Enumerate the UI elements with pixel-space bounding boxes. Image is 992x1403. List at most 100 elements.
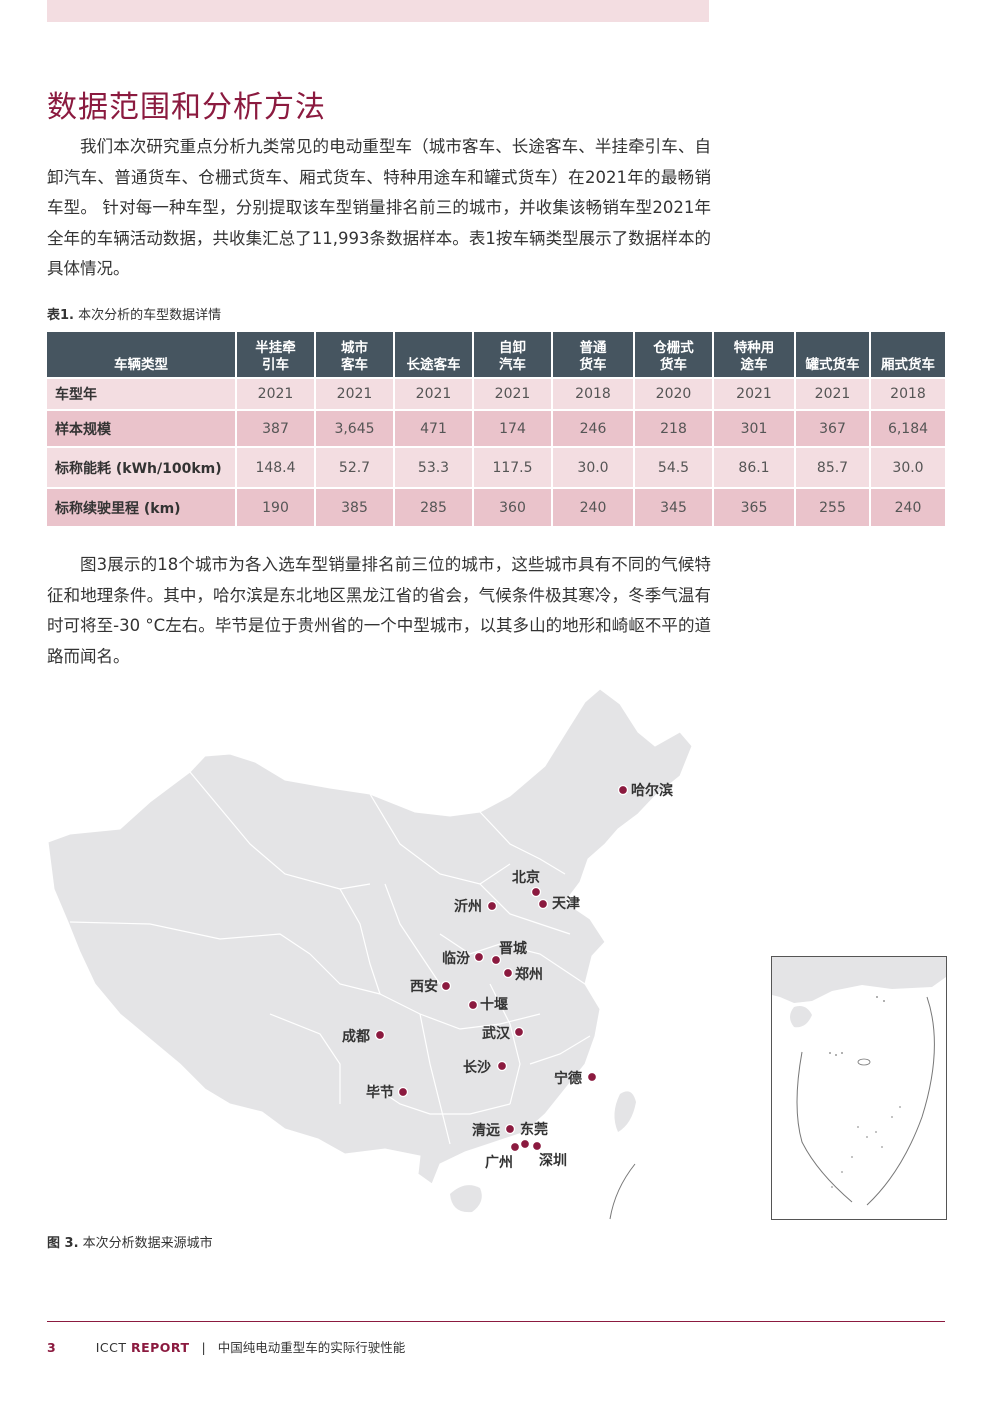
table-cell: 117.5 (472, 446, 552, 488)
svg-text:天津: 天津 (552, 895, 580, 912)
table-cell: 30.0 (551, 446, 634, 488)
table-row: 标称续驶里程 (km) 190 385 285 360 240 345 365 … (47, 487, 945, 526)
inset-shoal (857, 1058, 871, 1066)
footer-divider (47, 1321, 945, 1322)
table-cell: 360 (472, 487, 552, 526)
page-footer: 3 ICCT REPORT | 中国纯电动重型车的实际行驶性能 (47, 1337, 405, 1356)
intro-paragraph: 我们本次研究重点分析九类常见的电动重型车（城市客车、长途客车、半挂牵引车、自卸汽… (47, 137, 711, 278)
header-stake-truck: 仓栅式 货车 (633, 332, 713, 378)
top-decorative-band (47, 0, 709, 22)
table-cell: 2018 (869, 377, 945, 410)
inset-island (790, 1006, 812, 1028)
table-cell: 2020 (633, 377, 713, 410)
table-cell: 365 (712, 487, 795, 526)
table-cell: 385 (314, 487, 394, 526)
table-cell: 285 (393, 487, 473, 526)
table-cell: 255 (794, 487, 870, 526)
svg-text:临汾: 临汾 (442, 950, 470, 967)
footer-separator: | (201, 1340, 206, 1355)
inset-islets (829, 996, 901, 1188)
table-cell: 148.4 (235, 446, 315, 488)
section-heading: 数据范围和分析方法 (47, 90, 326, 125)
header-special-vehicle: 特种用 途车 (712, 332, 795, 378)
svg-text:宁德: 宁德 (554, 1070, 582, 1087)
city-marker-shiyan: 十堰 (467, 996, 508, 1013)
city-marker-shenzhen: 深圳 (531, 1140, 567, 1169)
svg-text:毕节: 毕节 (366, 1084, 394, 1101)
svg-text:东莞: 东莞 (520, 1121, 548, 1138)
header-city-bus: 城市 客车 (314, 332, 394, 378)
table-cell: 54.5 (633, 446, 713, 488)
table-cell: 246 (551, 409, 634, 447)
table-cell: 345 (633, 487, 713, 526)
city-marker-harbin: 哈尔滨 (617, 782, 673, 799)
svg-text:沂州: 沂州 (454, 898, 482, 915)
china-landmass (47, 688, 693, 1185)
row-label: 车型年 (47, 377, 236, 410)
header-semi-tractor: 半挂牵 引车 (235, 332, 315, 378)
header-coach: 长途客车 (393, 332, 473, 378)
svg-text:清远: 清远 (472, 1122, 500, 1139)
table-caption-label: 表1. (47, 308, 74, 323)
svg-text:晋城: 晋城 (499, 940, 527, 957)
table-cell: 471 (393, 409, 473, 447)
taiwan-island (614, 1091, 636, 1132)
table-cell: 174 (472, 409, 552, 447)
figure-caption: 图 3. 本次分析数据来源城市 (47, 1232, 213, 1251)
table-caption-text: 本次分析的车型数据详情 (78, 308, 222, 323)
city-marker-guangzhou: 广州 (485, 1141, 521, 1171)
svg-text:哈尔滨: 哈尔滨 (631, 782, 673, 799)
city-marker-ningde: 宁德 (554, 1070, 598, 1087)
table-cell: 2021 (794, 377, 870, 410)
page-number: 3 (47, 1340, 56, 1355)
city-marker-linfen: 临汾 (442, 950, 485, 967)
table-cell: 240 (869, 487, 945, 526)
footer-org-name: ICCT (95, 1340, 127, 1355)
city-marker-yizhou: 沂州 (454, 898, 498, 915)
table-cell: 301 (712, 409, 795, 447)
inset-dash-boundary (796, 996, 935, 1206)
row-label: 标称能耗 (kWh/100km) (47, 446, 236, 488)
hainan-island (450, 1185, 482, 1213)
south-china-sea-inset (771, 956, 947, 1220)
table-row: 车型年 2021 2021 2021 2021 2018 2020 2021 2… (47, 377, 945, 410)
city-marker-qingyuan: 清远 (472, 1122, 516, 1139)
city-marker-dongguan: 东莞 (519, 1121, 548, 1150)
table-cell: 2021 (235, 377, 315, 410)
table-cell: 2018 (551, 377, 634, 410)
footer-report-label: REPORT (130, 1340, 190, 1355)
table-cell: 240 (551, 487, 634, 526)
table-caption: 表1. 本次分析的车型数据详情 (47, 304, 221, 323)
table-row: 标称能耗 (kWh/100km) 148.4 52.7 53.3 117.5 3… (47, 446, 945, 488)
table-cell: 52.7 (314, 446, 394, 488)
vehicle-data-table: 车辆类型 半挂牵 引车 城市 客车 长途客车 自卸 汽车 普通 货车 仓栅式 货车 特种用… (47, 332, 945, 526)
table-cell: 86.1 (712, 446, 795, 488)
city-marker-jincheng: 晋城 (490, 940, 527, 966)
table-cell: 218 (633, 409, 713, 447)
inset-land (772, 957, 946, 1003)
header-vehicle-type: 车辆类型 (47, 332, 236, 378)
city-marker-chengdu: 成都 (342, 1028, 386, 1045)
svg-text:西安: 西安 (410, 978, 438, 995)
header-dump-truck: 自卸 汽车 (472, 332, 552, 378)
table-cell: 2021 (712, 377, 795, 410)
city-marker-bijie: 毕节 (366, 1084, 409, 1101)
table-cell: 2021 (393, 377, 473, 410)
table-cell: 2021 (472, 377, 552, 410)
figure-caption-text: 本次分析数据来源城市 (82, 1236, 213, 1251)
table-cell: 6,184 (869, 409, 945, 447)
svg-text:北京: 北京 (512, 869, 540, 886)
header-van-truck: 厢式货车 (869, 332, 945, 378)
row-label: 样本规模 (47, 409, 236, 447)
footer-org: ICCT REPORT (96, 1340, 190, 1355)
cities-paragraph: 图3展示的18个城市为各入选车型销量排名前三位的城市，这些城市具有不同的气候特征… (47, 555, 711, 666)
table-cell: 53.3 (393, 446, 473, 488)
city-marker-tianjin: 天津 (537, 895, 580, 912)
table-cell: 2021 (314, 377, 394, 410)
figure-caption-label: 图 3. (47, 1236, 79, 1251)
city-marker-zhengzhou: 郑州 (502, 966, 543, 983)
table-cell: 190 (235, 487, 315, 526)
table-cell: 85.7 (794, 446, 870, 488)
row-label: 标称续驶里程 (km) (47, 487, 236, 526)
china-map: 哈尔滨 北京 天津 沂州 晋城 临汾 郑州 西安 十堰 武汉 成都 长沙 宁德 … (47, 688, 693, 1220)
